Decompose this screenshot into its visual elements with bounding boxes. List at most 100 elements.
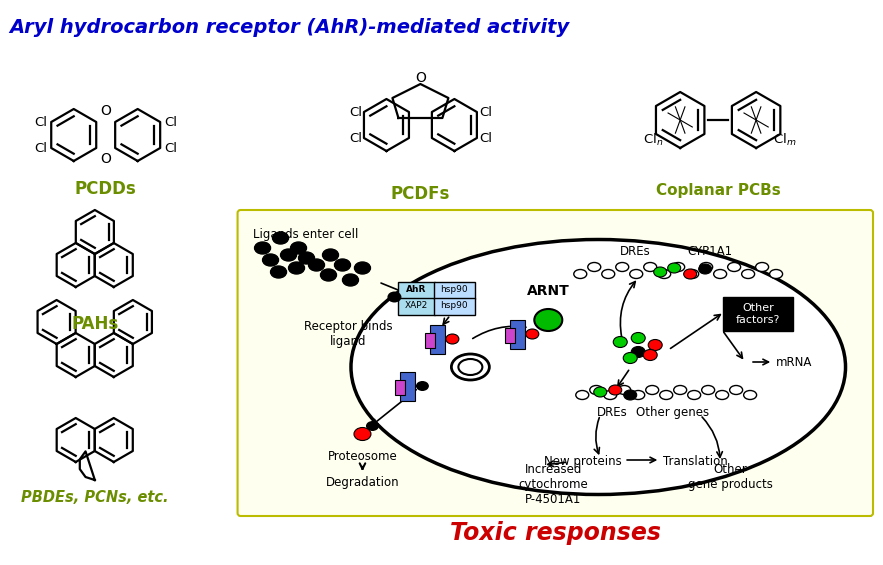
Ellipse shape [604, 390, 616, 399]
Text: Cl: Cl [349, 132, 362, 145]
Text: Cl: Cl [34, 115, 47, 128]
FancyBboxPatch shape [395, 380, 405, 394]
Text: CYP1A1: CYP1A1 [688, 245, 733, 258]
FancyBboxPatch shape [430, 324, 445, 354]
Ellipse shape [608, 385, 622, 395]
Text: Proteosome: Proteosome [328, 450, 397, 463]
Ellipse shape [588, 263, 600, 272]
Text: PAHs: PAHs [72, 315, 118, 333]
FancyBboxPatch shape [434, 281, 475, 298]
FancyBboxPatch shape [425, 332, 435, 347]
Text: Cl$_n$: Cl$_n$ [643, 132, 663, 147]
Text: XAP2: XAP2 [404, 302, 428, 311]
Text: Cl: Cl [164, 141, 177, 154]
Text: Ligands enter cell: Ligands enter cell [253, 228, 358, 241]
Text: Other
gene products: Other gene products [688, 463, 773, 491]
Ellipse shape [674, 385, 687, 394]
Ellipse shape [354, 262, 371, 274]
Text: ARNT: ARNT [527, 284, 570, 298]
Ellipse shape [451, 354, 489, 380]
Ellipse shape [281, 249, 297, 261]
Ellipse shape [770, 270, 782, 279]
Text: hsp90: hsp90 [441, 302, 468, 311]
Ellipse shape [631, 390, 645, 399]
Ellipse shape [262, 254, 278, 266]
Ellipse shape [446, 334, 459, 344]
Ellipse shape [653, 267, 667, 277]
Text: AhR: AhR [406, 285, 426, 294]
Text: Coplanar PCBs: Coplanar PCBs [656, 183, 781, 198]
Text: Other
factors?: Other factors? [736, 303, 781, 325]
Text: Translation: Translation [663, 455, 728, 468]
Text: Cl: Cl [164, 115, 177, 128]
FancyBboxPatch shape [434, 298, 475, 315]
Ellipse shape [660, 390, 673, 399]
Ellipse shape [645, 385, 659, 394]
Ellipse shape [713, 270, 727, 279]
Ellipse shape [729, 385, 743, 394]
Text: Cl: Cl [349, 106, 362, 119]
Ellipse shape [743, 390, 757, 399]
Ellipse shape [631, 332, 645, 344]
Ellipse shape [321, 269, 336, 281]
Ellipse shape [756, 263, 768, 272]
Ellipse shape [574, 270, 587, 279]
Ellipse shape [683, 269, 697, 279]
Polygon shape [240, 215, 868, 510]
Text: O: O [101, 151, 111, 166]
Text: Increased
cytochrome
P-4501A1: Increased cytochrome P-4501A1 [518, 463, 588, 506]
Ellipse shape [351, 240, 846, 494]
FancyBboxPatch shape [398, 298, 435, 315]
Text: mRNA: mRNA [776, 355, 812, 368]
Ellipse shape [270, 266, 287, 278]
Ellipse shape [643, 350, 657, 360]
Ellipse shape [576, 390, 589, 399]
FancyBboxPatch shape [509, 319, 525, 349]
Ellipse shape [623, 353, 638, 363]
Ellipse shape [644, 263, 657, 272]
Ellipse shape [308, 259, 324, 271]
Text: O: O [415, 71, 426, 85]
FancyBboxPatch shape [398, 281, 435, 298]
Ellipse shape [416, 381, 429, 391]
Text: O: O [101, 105, 111, 119]
Ellipse shape [388, 292, 402, 302]
Ellipse shape [354, 428, 371, 441]
Text: PBDEs, PCNs, etc.: PBDEs, PCNs, etc. [21, 490, 169, 505]
Ellipse shape [618, 385, 630, 394]
Text: DREs: DREs [597, 406, 628, 419]
Ellipse shape [366, 421, 379, 431]
Ellipse shape [699, 263, 713, 272]
Text: New proteins: New proteins [545, 455, 623, 468]
Text: PCDDs: PCDDs [75, 180, 137, 198]
Text: Cl: Cl [34, 141, 47, 154]
FancyBboxPatch shape [723, 297, 793, 331]
Ellipse shape [289, 262, 305, 274]
Ellipse shape [298, 252, 314, 264]
Ellipse shape [648, 340, 662, 350]
Ellipse shape [534, 309, 562, 331]
Ellipse shape [630, 270, 643, 279]
Text: Aryl hydrocarbon receptor (AhR)-mediated activity: Aryl hydrocarbon receptor (AhR)-mediated… [9, 18, 569, 37]
Ellipse shape [525, 329, 539, 339]
Text: Cl: Cl [479, 106, 492, 119]
Ellipse shape [335, 259, 351, 271]
Ellipse shape [254, 242, 270, 254]
FancyBboxPatch shape [238, 210, 873, 516]
Ellipse shape [590, 385, 603, 394]
Ellipse shape [273, 232, 289, 244]
Text: PCDFs: PCDFs [391, 185, 450, 203]
Text: hsp90: hsp90 [441, 285, 468, 294]
Ellipse shape [686, 270, 698, 279]
Text: DREs: DREs [620, 245, 651, 258]
Ellipse shape [601, 270, 615, 279]
Text: Other genes: Other genes [636, 406, 709, 419]
Ellipse shape [458, 359, 482, 375]
Ellipse shape [613, 337, 627, 347]
Ellipse shape [672, 263, 684, 272]
Ellipse shape [698, 264, 712, 274]
Ellipse shape [631, 346, 645, 358]
Text: Toxic responses: Toxic responses [449, 521, 660, 545]
Ellipse shape [742, 270, 755, 279]
Ellipse shape [728, 263, 741, 272]
